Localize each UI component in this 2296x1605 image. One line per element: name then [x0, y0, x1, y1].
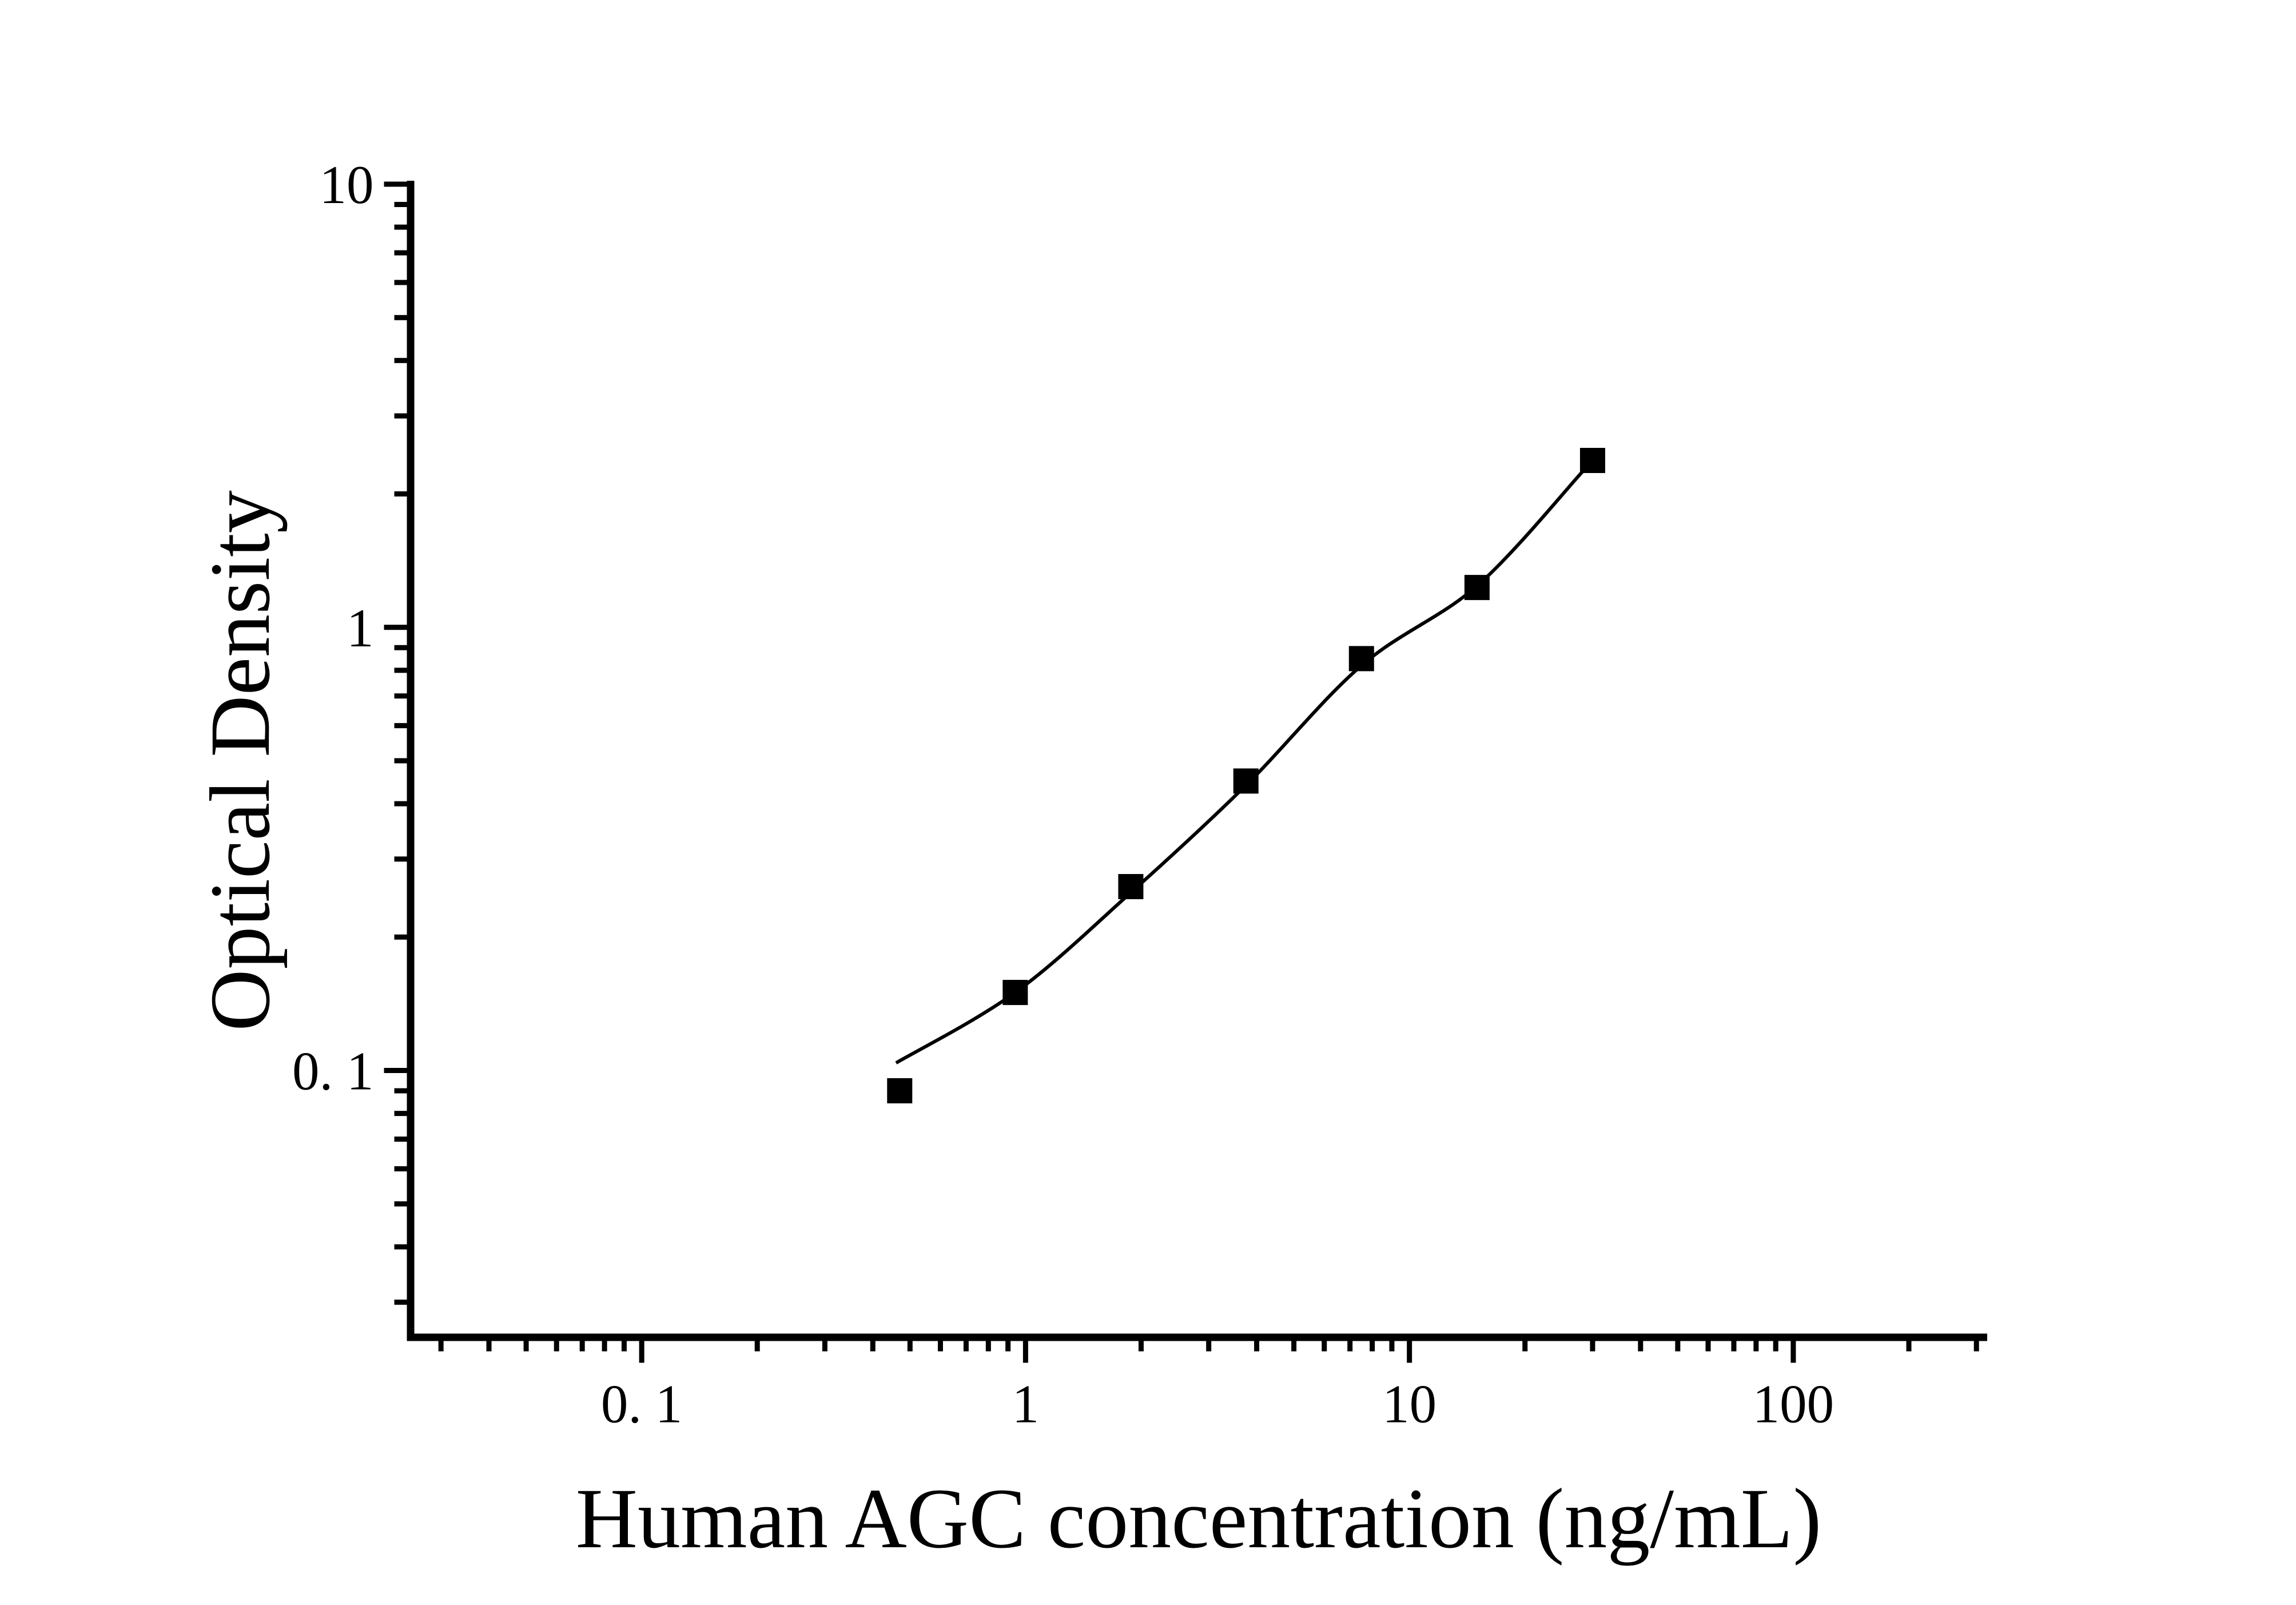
x-axis-tick-labels: 0. 1 1 10 100 [601, 1374, 1834, 1435]
y-axis-ticks [384, 181, 407, 1305]
data-point-square [887, 1078, 913, 1103]
x-tick-label: 10 [1382, 1374, 1437, 1435]
fit-curve [895, 470, 1585, 1064]
y-axis-label: Optical Density [193, 490, 288, 1031]
data-point-square [1002, 980, 1028, 1006]
y-tick-label: 0. 1 [292, 1041, 374, 1102]
data-point-square [1464, 575, 1490, 601]
x-tick-label: 0. 1 [601, 1374, 683, 1435]
data-point-square [1233, 768, 1259, 794]
x-axis-label: Human AGC concentration (ng/mL) [576, 1471, 1822, 1566]
fit-curve-path [895, 470, 1585, 1064]
y-tick-label: 1 [347, 598, 374, 658]
y-tick-label: 10 [320, 154, 374, 215]
data-point-square [1579, 448, 1605, 474]
x-tick-label: 100 [1753, 1374, 1835, 1435]
axes [407, 181, 1987, 1341]
data-point-square [1348, 646, 1374, 672]
y-axis-tick-labels: 0. 1 1 10 [292, 154, 374, 1102]
x-axis-ticks [438, 1341, 1979, 1363]
x-tick-label: 1 [1012, 1374, 1040, 1435]
data-point-square [1118, 874, 1144, 900]
data-points [887, 448, 1605, 1103]
